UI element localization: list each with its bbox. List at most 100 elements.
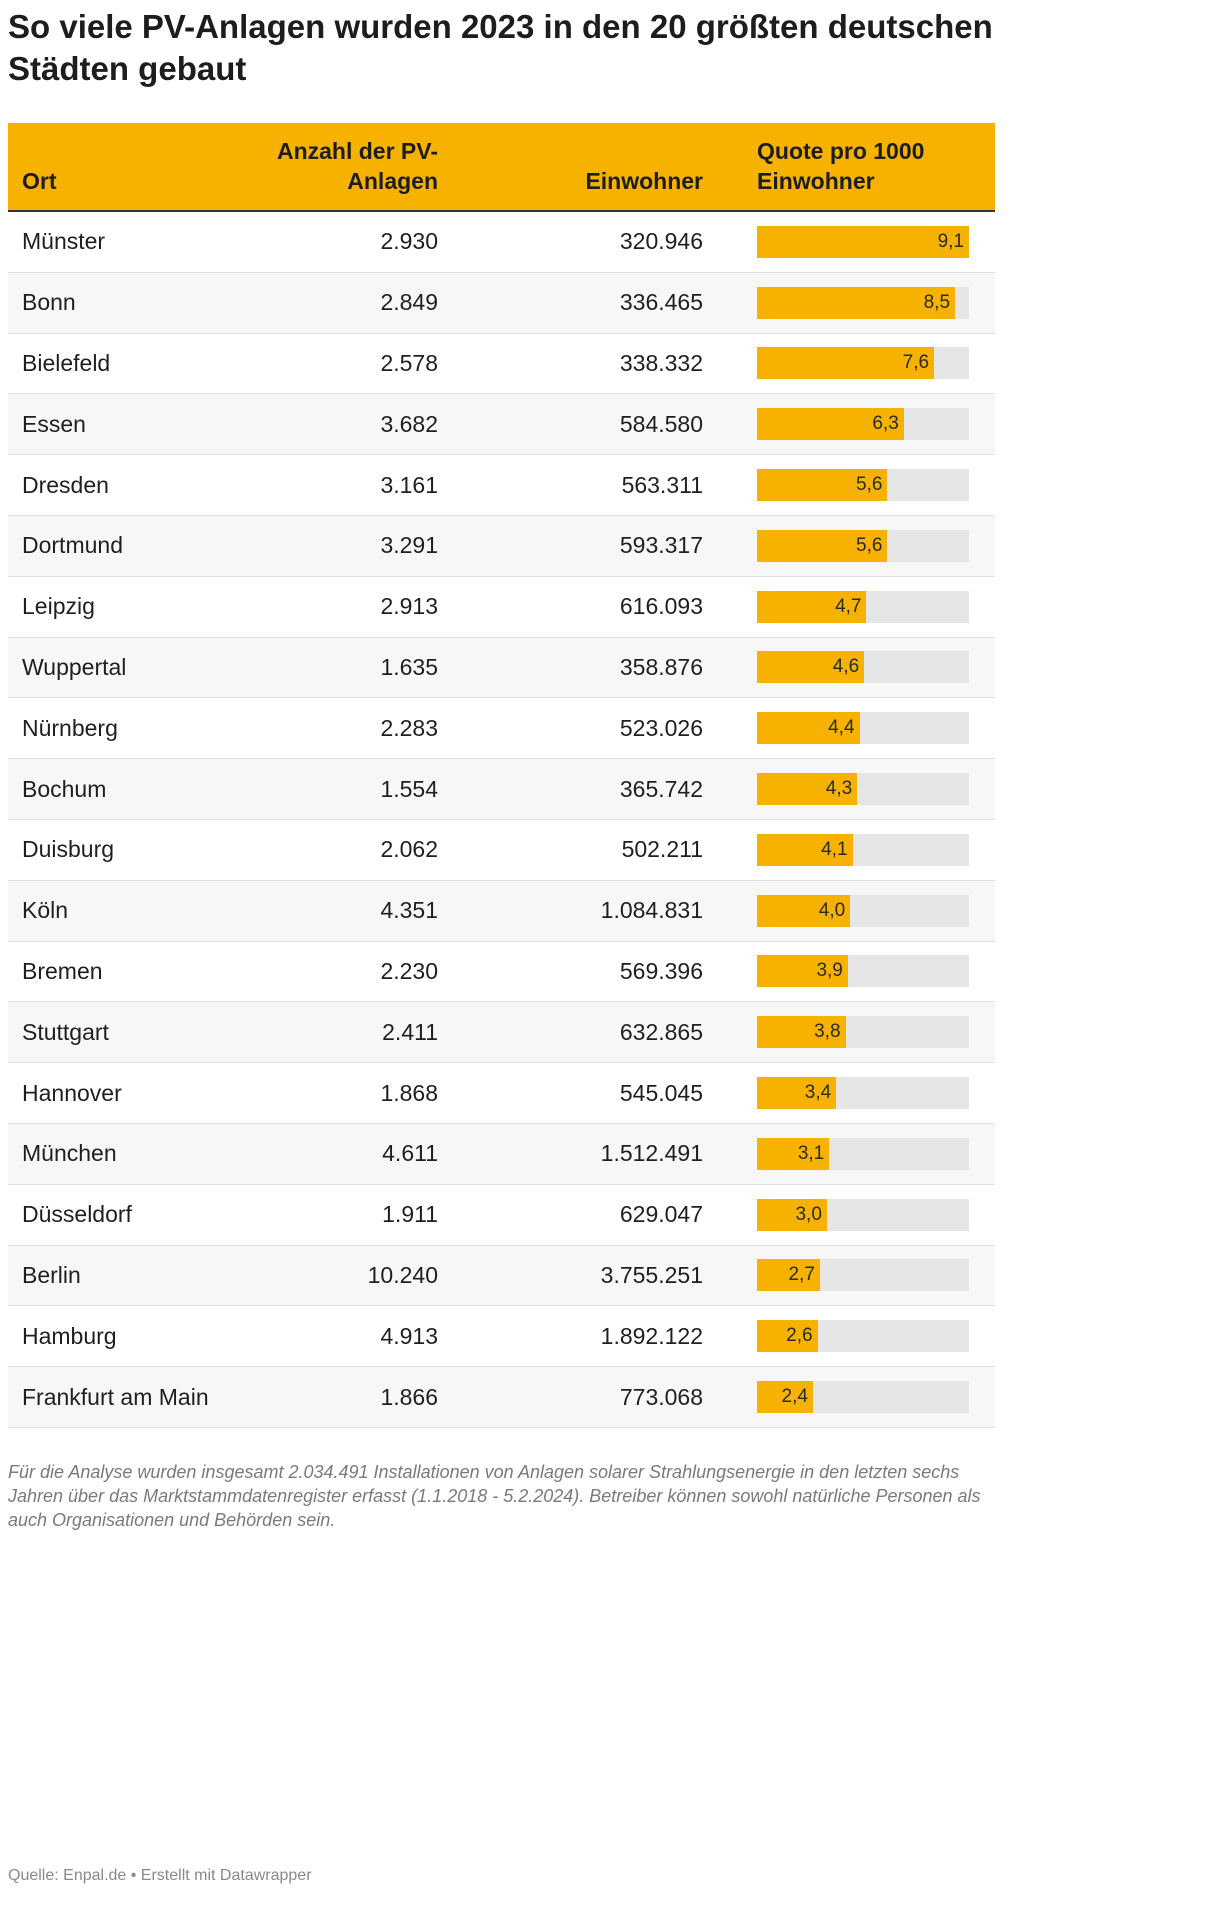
quote-bar-track: 5,6 [757,529,969,562]
table-row: Nürnberg 2.283 523.026 4,4 [8,698,995,760]
city-name: Frankfurt am Main [22,1383,209,1410]
table-row: Hannover 1.868 545.045 3,4 [8,1063,995,1124]
city-name: München [22,1140,117,1167]
city-name: Hamburg [22,1322,117,1349]
pv-count: 4.913 [380,1322,438,1349]
quote-bar-track: 4,7 [757,590,969,623]
city-name: Duisburg [22,836,115,863]
table-row: Dortmund 3.291 593.317 5,6 [8,515,995,577]
table-body: Münster 2.930 320.946 9,1 Bonn 2.849 336.465 8,… [8,212,995,1428]
quote-label: 4,6 [832,656,860,678]
pv-count: 4.351 [380,897,438,924]
quote-bar [757,469,888,502]
quote-bar-track: 4,4 [757,712,969,745]
city-name: Essen [22,410,86,437]
quote-bar [757,1137,830,1170]
quote-label: 3,8 [814,1021,841,1043]
city-name: Berlin [22,1261,81,1288]
table-row: Frankfurt am Main 1.866 773.068 2,4 [8,1367,995,1428]
quote-bar-track: 3,1 [757,1137,969,1170]
quote-bar [757,347,935,380]
population: 1.892.122 [600,1322,703,1349]
population: 338.332 [619,349,703,376]
table-row: Münster 2.930 320.946 9,1 [8,212,995,273]
quote-label: 4,7 [835,595,862,617]
quote-bar [757,894,851,927]
pv-count: 2.930 [380,228,438,255]
city-name: Stuttgart [22,1018,109,1045]
quote-label: 2,6 [786,1325,813,1347]
quote-bar [757,1381,813,1414]
quote-bar-track: 2,4 [757,1381,969,1414]
table-row: Köln 4.351 1.084.831 4,0 [8,880,995,942]
population: 773.068 [619,1383,703,1410]
table-row: Bonn 2.849 336.465 8,5 [8,272,995,334]
quote-bar [757,529,888,562]
quote-bar-track: 5,6 [757,469,969,502]
city-name: Hannover [22,1079,122,1106]
quote-label: 8,5 [923,291,951,313]
quote-bar [757,1198,827,1231]
pv-count: 2.062 [380,836,438,863]
column-header-anzahl[interactable]: Anzahl der PV-Anlagen [276,138,438,194]
population: 593.317 [619,532,703,559]
quote-bar [757,286,956,319]
pv-count: 1.911 [382,1201,438,1228]
quote-bar-track: 7,6 [757,347,969,380]
table-row: Duisburg 2.062 502.211 4,1 [8,819,995,881]
quote-label: 6,3 [872,413,899,435]
quote-bar-track: 4,6 [757,651,969,684]
population: 1.084.831 [600,897,703,924]
pv-count: 2.283 [380,714,438,741]
quote-label: 9,1 [937,230,964,252]
column-header-ort[interactable]: Ort [22,168,57,194]
pv-count: 2.913 [380,593,438,620]
footnote: Für die Analyse wurden insgesamt 2.034.4… [8,1462,981,1530]
population: 616.093 [619,593,703,620]
quote-bar-track: 2,7 [757,1259,969,1292]
quote-label: 5,6 [856,474,883,496]
quote-bar-track: 4,3 [757,773,969,806]
quote-label: 2,7 [788,1264,815,1286]
pv-count: 1.866 [380,1383,438,1410]
population: 3.755.251 [600,1261,703,1288]
quote-label: 3,4 [804,1082,832,1104]
chart-title: So viele PV-Anlagen wurden 2023 in den 2… [8,8,993,87]
population: 502.211 [621,836,703,863]
table-row: München 4.611 1.512.491 3,1 [8,1123,995,1185]
pv-count: 2.411 [382,1018,438,1045]
pv-count: 3.291 [380,532,438,559]
table-row: Bremen 2.230 569.396 3,9 [8,941,995,1003]
quote-bar-track: 3,9 [757,955,969,988]
city-name: Münster [22,228,106,255]
quote-bar [757,590,867,623]
quote-bar [757,712,860,745]
pv-count: 2.849 [380,289,438,316]
population: 320.946 [619,228,703,255]
quote-bar [757,955,848,988]
population: 523.026 [619,714,703,741]
quote-bar-track: 3,8 [757,1016,969,1049]
pv-count: 1.635 [380,653,438,680]
quote-label: 3,9 [816,960,843,982]
city-name: Düsseldorf [22,1201,132,1228]
quote-bar [757,651,865,684]
city-name: Bielefeld [22,349,111,376]
table-row: Bielefeld 2.578 338.332 7,6 [8,333,995,395]
table-row: Bochum 1.554 365.742 4,3 [8,759,995,820]
population: 584.580 [619,410,703,437]
quote-bar [757,1320,818,1353]
table-row: Hamburg 4.913 1.892.122 2,6 [8,1306,995,1368]
population: 629.047 [619,1201,703,1228]
quote-bar-track: 2,6 [757,1320,969,1353]
pv-count: 2.578 [380,349,438,376]
table-row: Dresden 3.161 563.311 5,6 [8,455,995,516]
population: 632.865 [619,1018,703,1045]
city-name: Bremen [22,957,103,984]
column-header-quote[interactable]: Quote pro 1000 Einwohner [757,138,925,194]
city-name: Bochum [22,775,107,802]
quote-bar [757,225,969,258]
quote-bar [757,833,853,866]
quote-label: 4,1 [821,838,848,860]
column-header-einwohner[interactable]: Einwohner [585,168,703,194]
